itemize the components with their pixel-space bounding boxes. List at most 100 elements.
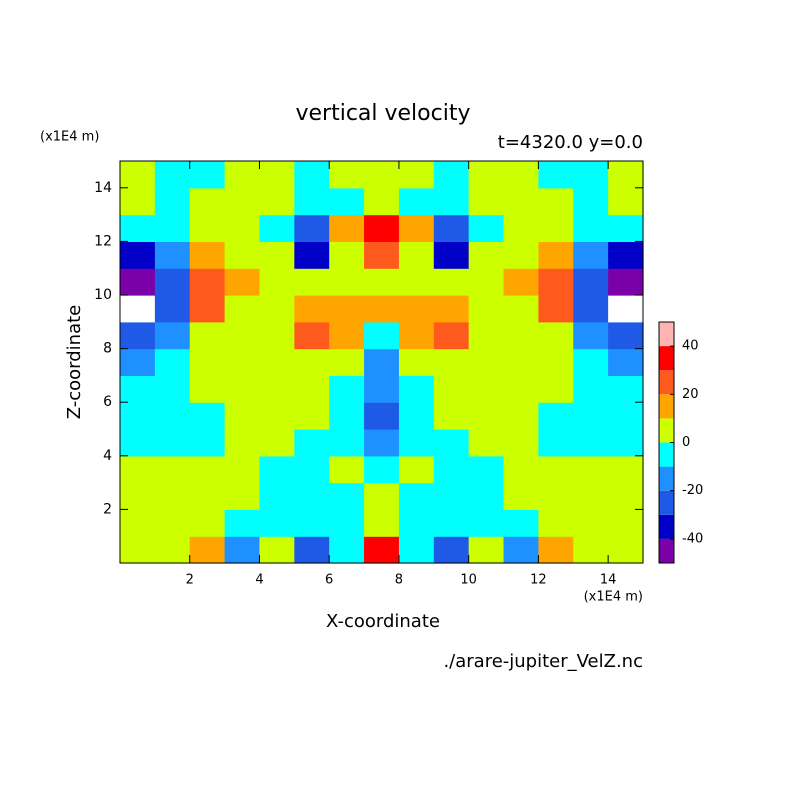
contour-cell	[573, 429, 609, 457]
contour-cell	[398, 429, 435, 457]
x-unit: (x1E4 m)	[584, 590, 643, 605]
contour-cell	[259, 214, 295, 242]
contour-cell	[538, 482, 574, 510]
plot-frame	[119, 160, 644, 564]
contour-cell	[608, 482, 644, 510]
contour-cell	[294, 429, 330, 457]
contour-cell	[294, 402, 330, 430]
contour-cell	[573, 402, 609, 430]
contour-cell	[294, 375, 330, 403]
contour-cell	[538, 348, 574, 376]
y-tick-label: 8	[103, 341, 112, 357]
contour-cell	[503, 402, 539, 430]
x-tick-label: 2	[186, 573, 194, 588]
contour-cell	[364, 268, 400, 296]
contour-cell	[398, 348, 435, 376]
contour-cell	[538, 402, 574, 430]
contour-cell	[294, 161, 330, 189]
contour-cell	[433, 214, 470, 242]
colorbar-swatch	[659, 466, 674, 491]
contour-cell	[294, 321, 330, 350]
contour-cell	[189, 187, 226, 216]
contour-cell	[573, 214, 609, 242]
contour-cell	[189, 348, 226, 376]
contour-cell	[329, 482, 365, 510]
contour-cell	[364, 295, 400, 323]
contour-cell	[364, 241, 400, 269]
contour-cell	[154, 375, 191, 403]
colorbar-tick-label: -20	[682, 483, 703, 498]
contour-cell	[468, 241, 505, 269]
contour-cell	[294, 348, 330, 376]
contour-cell	[608, 321, 644, 350]
contour-cell	[364, 348, 400, 376]
contour-cell	[294, 214, 330, 242]
contour-cell	[329, 375, 365, 403]
contour-cell	[189, 429, 226, 457]
contour-cell	[189, 509, 226, 537]
contour-cell	[538, 429, 574, 457]
contour-cell	[189, 161, 226, 189]
contour-cell	[364, 429, 400, 457]
contour-cell	[398, 321, 435, 350]
x-tick-label: 14	[600, 573, 617, 588]
contour-cell	[608, 536, 644, 564]
contour-cell	[468, 295, 505, 323]
contour-cell	[573, 455, 609, 484]
contour-cell	[503, 375, 539, 403]
colorbar-tick-label: 0	[682, 435, 690, 450]
contour-cell	[120, 509, 156, 537]
contour-cell	[154, 536, 191, 564]
contour-cell	[468, 402, 505, 430]
contour-cell	[398, 536, 435, 564]
contour-cell	[503, 268, 539, 296]
contour-cell	[468, 214, 505, 242]
contour-cell	[259, 295, 295, 323]
contour-cell	[398, 268, 435, 296]
contour-cell	[120, 402, 156, 430]
chart-subtitle: t=4320.0 y=0.0	[498, 132, 643, 153]
contour-cell	[259, 482, 295, 510]
contour-cell	[329, 536, 365, 564]
y-unit: (x1E4 m)	[40, 130, 99, 145]
contour-cell	[608, 402, 644, 430]
colorbar-swatch	[659, 538, 674, 563]
contour-cell	[259, 187, 295, 216]
contour-cell	[189, 321, 226, 350]
contour-cell	[224, 161, 261, 189]
contour-cell	[503, 321, 539, 350]
contour-cell	[503, 161, 539, 189]
contour-cell	[468, 268, 505, 296]
contour-cell	[224, 214, 261, 242]
contour-cell	[154, 214, 191, 242]
contour-cell	[120, 161, 156, 189]
contour-cell	[433, 402, 470, 430]
contour-cell	[398, 295, 435, 323]
contour-cell	[224, 509, 261, 537]
contour-cell	[608, 268, 644, 296]
contour-cell	[224, 268, 261, 296]
contour-cell	[120, 429, 156, 457]
y-tick-label: 10	[94, 287, 112, 303]
contour-cell	[573, 295, 609, 323]
contour-cell	[224, 241, 261, 269]
contour-cell	[154, 482, 191, 510]
y-tick-label: 2	[103, 501, 112, 517]
colorbar-swatch	[659, 418, 674, 443]
contour-cell	[608, 348, 644, 376]
contour-cell	[224, 348, 261, 376]
contour-cell	[154, 402, 191, 430]
colorbar-swatch	[659, 370, 674, 395]
contour-cell	[573, 348, 609, 376]
contour-cell	[468, 536, 505, 564]
contour-cell	[294, 536, 330, 564]
contour-cell	[538, 536, 574, 564]
contour-cell	[294, 187, 330, 216]
contour-cell	[608, 241, 644, 269]
contour-cell	[259, 321, 295, 350]
contour-cell	[189, 536, 226, 564]
contour-cell	[224, 375, 261, 403]
contour-cell	[329, 214, 365, 242]
colorbar-swatch	[659, 346, 674, 371]
contour-cell	[608, 429, 644, 457]
